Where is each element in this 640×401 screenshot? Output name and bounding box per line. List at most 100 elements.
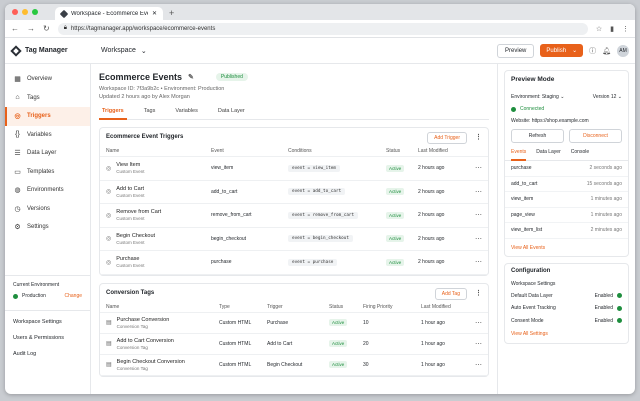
refresh-button[interactable]: Refresh xyxy=(511,129,564,143)
sidebar-toggle-icon[interactable]: ▮ xyxy=(610,25,614,33)
tag-name[interactable]: Purchase Conversion xyxy=(116,316,170,323)
view-all-settings-link[interactable]: View All Settings xyxy=(511,331,548,337)
table-row[interactable]: ◎ View Item Custom Event view_item event = v… xyxy=(100,156,488,181)
env-change-link[interactable]: Change xyxy=(64,293,82,299)
sidebar-item-templates[interactable]: ▭ Templates xyxy=(5,163,90,182)
preview-env-select[interactable]: Environment: Staging ⌄ xyxy=(511,94,564,100)
table-row[interactable]: ▤ Add to Cart Conversion Conversion Tag Cus… xyxy=(100,333,488,355)
preview-button[interactable]: Preview xyxy=(497,43,535,58)
sidebar-item-tags[interactable]: ⌂ Tags xyxy=(5,89,90,108)
version-select[interactable]: Version 12 ⌄ xyxy=(593,94,622,100)
last-modified: 1 hour ago xyxy=(415,354,469,376)
sidebar-item-data-layer[interactable]: ☰ Data Layer xyxy=(5,144,90,163)
tab-triggers[interactable]: Triggers xyxy=(99,106,127,120)
template-icon: ▭ xyxy=(14,168,21,176)
add-tag-button[interactable]: Add Tag xyxy=(434,287,467,300)
enabled-dot xyxy=(617,318,622,324)
row-menu-icon[interactable]: ⋯ xyxy=(469,156,488,181)
tab-data-layer[interactable]: Data Layer xyxy=(217,108,245,114)
table-row[interactable]: ◎ Remove from Cart Custom Event remove_from… xyxy=(100,203,488,228)
publish-dropdown-icon[interactable]: ⌄ xyxy=(572,48,578,54)
last-modified: 1 hour ago xyxy=(415,333,469,355)
close-window-button[interactable] xyxy=(12,9,18,15)
table-row[interactable]: ▤ Begin Checkout Conversion Conversion Tag… xyxy=(100,354,488,376)
table-row[interactable]: ◎ Begin Checkout Custom Event begin_checkou… xyxy=(100,227,488,251)
notification-bell-icon[interactable]: 🔔︎ xyxy=(602,47,611,55)
browser-menu-icon[interactable]: ⋮ xyxy=(622,25,629,33)
trigger-name[interactable]: Purchase xyxy=(116,256,140,263)
connected-dot xyxy=(511,106,516,112)
last-modified: 1 hour ago xyxy=(415,312,469,334)
workspace-selector[interactable]: Workspace ⌄ xyxy=(91,47,497,55)
maximize-window-button[interactable] xyxy=(32,9,38,15)
sidebar-item-environments[interactable]: ◍ Environments xyxy=(5,181,90,200)
publish-button[interactable]: Publish ⌄ xyxy=(540,44,584,57)
row-menu-icon[interactable]: ⋯ xyxy=(469,227,488,251)
tab-tags[interactable]: Tags xyxy=(143,108,156,114)
trigger-name[interactable]: Begin Checkout xyxy=(116,232,156,239)
event-item[interactable]: page_view 1 minutes ago xyxy=(505,208,628,223)
event-item[interactable]: view_item 1 minutes ago xyxy=(505,192,628,208)
reload-icon[interactable]: ↻ xyxy=(43,24,50,33)
tag-trigger: Purchase xyxy=(261,312,323,334)
sidebar-item-settings[interactable]: ⚙ Settings xyxy=(5,218,90,237)
row-menu-icon[interactable]: ⋯ xyxy=(469,354,488,376)
row-menu-icon[interactable]: ⋯ xyxy=(469,180,488,204)
edit-pencil-icon[interactable]: ✎ xyxy=(188,74,194,81)
row-menu-icon[interactable]: ⋯ xyxy=(469,333,488,355)
avatar[interactable]: AM xyxy=(617,44,629,57)
tab-events[interactable]: Events xyxy=(511,149,527,161)
tag-subtype: Conversion Tag xyxy=(116,344,148,350)
tab-variables[interactable]: Variables xyxy=(175,108,198,114)
tag-name[interactable]: Add to Cart Conversion xyxy=(116,337,174,344)
tag-name[interactable]: Begin Checkout Conversion xyxy=(116,358,185,365)
tab-data-layer[interactable]: Data Layer xyxy=(536,149,561,155)
sidebar-item-label: Settings xyxy=(27,224,49,231)
trigger-name[interactable]: View Item xyxy=(116,162,141,169)
back-icon[interactable]: ← xyxy=(11,24,19,33)
row-menu-icon[interactable]: ⋯ xyxy=(469,203,488,228)
address-bar[interactable]: 🔒︎ https://tagmanager.app/workspace/ecom… xyxy=(57,22,588,35)
trigger-event: purchase xyxy=(205,250,282,275)
workspace-label: Workspace xyxy=(101,47,136,54)
table-row[interactable]: ▤ Purchase Conversion Conversion Tag Custom… xyxy=(100,312,488,334)
more-icon[interactable]: ⋮ xyxy=(475,134,482,141)
condition-chip: event = view_item xyxy=(288,164,340,172)
sidebar-item-versions[interactable]: ◷ Versions xyxy=(5,200,90,219)
close-tab-icon[interactable]: ✕ xyxy=(151,11,157,17)
trigger-event: add_to_cart xyxy=(205,180,282,204)
tab-console[interactable]: Console xyxy=(570,149,590,155)
enabled-dot xyxy=(617,305,622,311)
event-item[interactable]: purchase 2 seconds ago xyxy=(505,161,628,177)
users-permissions-link[interactable]: Users & Permissions xyxy=(13,335,65,341)
event-item[interactable]: view_item_list 2 minutes ago xyxy=(505,223,628,239)
sidebar-item-overview[interactable]: ▦ Overview xyxy=(5,70,90,89)
column-header: Firing Priority xyxy=(357,301,415,313)
column-header: Name xyxy=(100,146,205,157)
trigger-name[interactable]: Remove from Cart xyxy=(116,209,162,216)
new-tab-button[interactable]: + xyxy=(169,8,175,18)
minimize-window-button[interactable] xyxy=(22,9,28,15)
bookmark-star-icon[interactable]: ☆ xyxy=(595,25,603,33)
table-row[interactable]: ◎ Purchase Custom Event purchase event = pur… xyxy=(100,250,488,275)
view-all-events-link[interactable]: View All Events xyxy=(511,244,546,251)
disconnect-button[interactable]: Disconnect xyxy=(569,129,622,143)
workspace-settings-link[interactable]: Workspace Settings xyxy=(13,319,62,325)
brand[interactable]: Tag Manager xyxy=(5,44,91,57)
table-row[interactable]: ◎ Add to Cart Custom Event add_to_cart event… xyxy=(100,180,488,204)
sidebar-item-triggers[interactable]: ◎ Triggers xyxy=(5,107,90,126)
more-icon[interactable]: ⋮ xyxy=(475,289,482,297)
forward-icon[interactable]: → xyxy=(27,24,35,33)
condition-chip: event = begin_checkout xyxy=(288,235,353,243)
trigger-name[interactable]: Add to Cart xyxy=(116,185,145,192)
audit-log-link[interactable]: Audit Log xyxy=(13,351,37,357)
row-menu-icon[interactable]: ⋯ xyxy=(469,250,488,275)
tag-trigger: Add to Cart xyxy=(261,333,323,355)
sidebar-item-variables[interactable]: {} Variables xyxy=(5,126,90,145)
lock-icon: 🔒︎ xyxy=(63,25,67,31)
event-item[interactable]: add_to_cart 15 seconds ago xyxy=(505,177,628,192)
add-trigger-button[interactable]: Add Trigger xyxy=(427,132,467,144)
browser-tab[interactable]: Workspace - Ecommerce Events ✕ xyxy=(55,7,163,20)
row-menu-icon[interactable]: ⋯ xyxy=(469,312,488,334)
help-icon[interactable]: ⓘ xyxy=(589,47,597,55)
